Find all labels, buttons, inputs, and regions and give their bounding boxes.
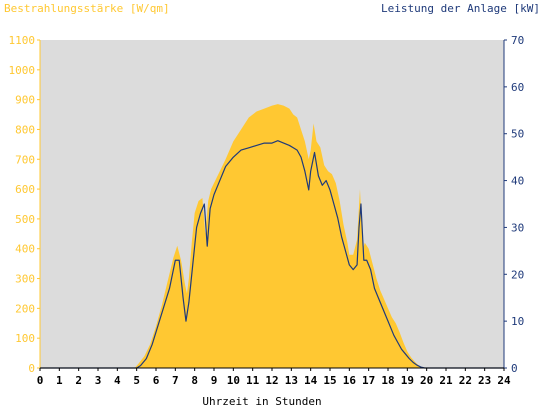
left-tick-label: 800 [15,123,35,136]
x-tick-label: 0 [37,374,44,387]
power-line [40,140,504,369]
left-axis-ticks: 0 100 200 300 400 500 600 700 800 900 1000 1100 [9,34,40,375]
right-tick-label: 30 [511,221,524,234]
x-tick-label: 15 [323,374,336,387]
x-tick-label: 5 [133,374,140,387]
left-tick-label: 1100 [9,34,36,47]
right-tick-label: 0 [511,362,518,375]
x-tick-label: 4 [114,374,121,387]
x-tick-label: 18 [381,374,394,387]
x-tick-label: 19 [401,374,414,387]
x-tick-label: 11 [246,374,260,387]
x-tick-label: 8 [191,374,198,387]
right-tick-label: 40 [511,175,524,188]
right-tick-label: 50 [511,128,524,141]
right-tick-label: 60 [511,81,524,94]
x-tick-label: 7 [172,374,179,387]
left-tick-label: 700 [15,153,35,166]
right-axis-title: Leistung der Anlage [kW] [381,2,540,15]
left-tick-label: 1000 [9,64,36,77]
series-layer [40,104,504,369]
left-tick-label: 100 [15,332,35,345]
x-tick-label: 14 [304,374,318,387]
x-tick-label: 16 [343,374,357,387]
x-tick-label: 3 [95,374,102,387]
x-tick-label: 9 [211,374,218,387]
x-tick-label: 20 [420,374,433,387]
right-tick-label: 20 [511,268,524,281]
x-tick-label: 1 [56,374,63,387]
left-axis-title: Bestrahlungsstärke [W/qm] [4,2,170,15]
x-axis-ticks: 0 1 2 3 4 5 6 7 8 9 10 11 12 13 14 15 16 17 18 19 20 21 22 23 24 [37,368,511,387]
x-tick-label: 17 [362,374,375,387]
right-tick-label: 10 [511,315,524,328]
x-tick-label: 2 [75,374,82,387]
left-tick-label: 200 [15,302,35,315]
x-tick-label: 22 [459,374,472,387]
x-axis-title: Uhrzeit in Stunden [202,395,321,408]
x-tick-label: 21 [439,374,453,387]
left-tick-label: 300 [15,273,35,286]
right-tick-label: 70 [511,34,524,47]
right-axis-ticks: 0 10 20 30 40 50 60 70 [504,34,524,375]
left-tick-label: 500 [15,213,35,226]
x-tick-label: 13 [285,374,298,387]
x-tick-label: 10 [227,374,240,387]
left-tick-label: 0 [28,362,35,375]
x-tick-label: 24 [497,374,511,387]
left-tick-label: 400 [15,243,35,256]
irradiance-area [40,104,504,369]
x-tick-label: 6 [153,374,160,387]
x-tick-label: 12 [265,374,278,387]
x-tick-label: 23 [478,374,491,387]
left-tick-label: 600 [15,183,35,196]
left-tick-label: 900 [15,94,35,107]
